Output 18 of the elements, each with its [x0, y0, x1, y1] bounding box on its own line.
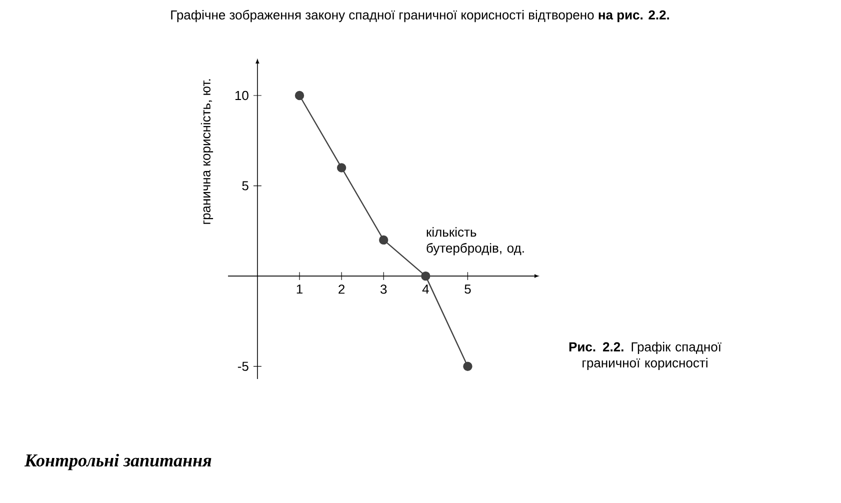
y-axis-title: гранична корисність, ют. [200, 79, 214, 224]
text: Контрольні запитання [24, 454, 212, 470]
y-tick-label: 5 [242, 181, 248, 190]
point [336, 163, 346, 172]
point [379, 235, 388, 245]
point [463, 362, 472, 371]
x-tick-label: 5 [464, 284, 471, 294]
x-tick-label: 3 [380, 284, 387, 294]
y-tick-label: -5 [238, 362, 248, 371]
x-axis-title: кількість бутербродів, од. [426, 227, 524, 256]
text: Графічне зображення закону спадної граничної корисності відтворено на рис. 2.2. [171, 10, 669, 22]
x-tick-label: 4 [422, 284, 429, 294]
y-tick-label: 10 [235, 90, 248, 100]
point [421, 271, 430, 281]
x-tick-label: 2 [338, 284, 345, 294]
x-tick-label: 1 [296, 284, 302, 294]
text: Рис. 2.2. Графік спадної граничної корисності [569, 342, 722, 370]
point [294, 90, 304, 100]
